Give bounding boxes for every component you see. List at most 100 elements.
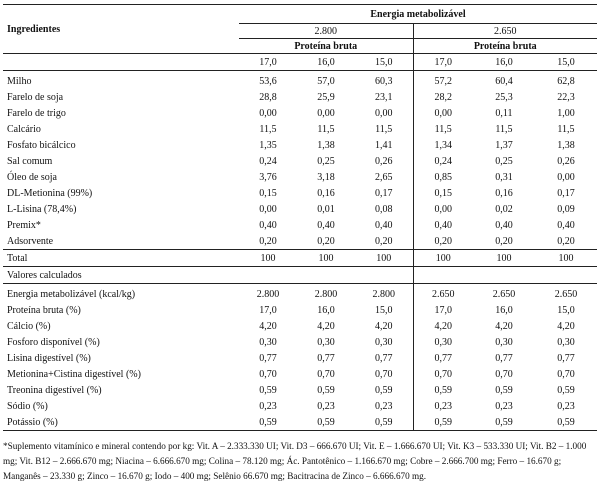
value-cell: 0,00 bbox=[317, 107, 335, 119]
value-cell: 2.650 bbox=[554, 288, 578, 300]
value-cell: 11,5 bbox=[495, 123, 513, 135]
value-cell: 0,00 bbox=[434, 203, 453, 215]
protein-level: 15,0 bbox=[355, 53, 414, 71]
value-cell: 2,65 bbox=[355, 169, 414, 185]
value-cell: 0,00 bbox=[434, 107, 453, 119]
value-cell: 11,5 bbox=[355, 121, 414, 137]
value-cell: 60,4 bbox=[495, 75, 513, 87]
ingredient-row: Milho 53,6 57,0 60,3 57,2 60,4 62,8 bbox=[3, 70, 597, 89]
value-cell: 4,20 bbox=[259, 320, 277, 332]
row-label: L-Lisina (78,4%) bbox=[7, 203, 77, 215]
value-cell: 28,2 bbox=[434, 91, 453, 103]
protein-level: 16,0 bbox=[297, 53, 355, 71]
value-cell: 0,17 bbox=[557, 187, 575, 199]
value-cell: 1,37 bbox=[495, 139, 513, 151]
value-cell: 2.800 bbox=[355, 283, 414, 302]
value-cell: 0,26 bbox=[557, 155, 575, 167]
value-cell: 0,77 bbox=[317, 352, 335, 364]
value-cell: 0,30 bbox=[434, 336, 453, 348]
protein-header-2: Proteína bruta bbox=[413, 38, 597, 54]
value-cell: 100 bbox=[535, 249, 597, 267]
value-cell: 0,77 bbox=[557, 352, 575, 364]
energy-level-1: 2.800 bbox=[239, 23, 414, 39]
value-cell: 11,5 bbox=[317, 123, 335, 135]
row-label: Total bbox=[3, 249, 239, 267]
ingredient-row: Sal comum 0,24 0,25 0,26 0,24 0,25 0,26 bbox=[3, 153, 597, 169]
value-cell: 100 bbox=[297, 249, 355, 267]
value-cell: 62,8 bbox=[557, 75, 575, 87]
value-cell: 0,20 bbox=[355, 233, 414, 250]
row-label: Farelo de soja bbox=[7, 91, 64, 103]
value-cell: 0,00 bbox=[355, 105, 414, 121]
value-cell: 0,77 bbox=[495, 352, 513, 364]
value-cell: 0,59 bbox=[355, 414, 414, 431]
value-cell: 1,38 bbox=[557, 139, 575, 151]
value-cell: 0,08 bbox=[355, 201, 414, 217]
protein-header-1: Proteína bruta bbox=[239, 38, 414, 54]
value-cell: 4,20 bbox=[355, 318, 414, 334]
calculated-row: Energia metabolizável (kcal/kg) 2.800 2.80… bbox=[3, 283, 597, 302]
value-cell: 23,1 bbox=[355, 89, 414, 105]
value-cell: 25,3 bbox=[495, 91, 513, 103]
row-label: Óleo de soja bbox=[7, 171, 57, 183]
row-label: Metionina+Cistina digestível (%) bbox=[7, 368, 141, 380]
value-cell: 60,3 bbox=[355, 70, 414, 89]
value-cell: 0,77 bbox=[355, 350, 414, 366]
ingredient-row: Calcário 11,5 11,5 11,5 11,5 11,5 11,5 bbox=[3, 121, 597, 137]
value-cell: 57,2 bbox=[434, 75, 453, 87]
calculated-row: Treonina digestível (%) 0,59 0,59 0,59 0,59 0… bbox=[3, 382, 597, 398]
ingredient-row: Premix* 0,40 0,40 0,40 0,40 0,40 0,40 bbox=[3, 217, 597, 233]
value-cell: 0,11 bbox=[495, 107, 513, 119]
value-cell: 2.800 bbox=[256, 288, 280, 300]
calculated-row: Lisina digestível (%) 0,77 0,77 0,77 0,77 0,7… bbox=[3, 350, 597, 366]
value-cell: 3,76 bbox=[259, 171, 277, 183]
value-cell: 1,41 bbox=[355, 137, 414, 153]
footnote: *Suplemento vitamínico e mineral contend… bbox=[3, 441, 587, 481]
value-cell: 0,23 bbox=[259, 400, 277, 412]
empty-cell bbox=[473, 266, 535, 284]
value-cell: 57,0 bbox=[317, 75, 335, 87]
value-cell: 0,20 bbox=[495, 235, 513, 247]
value-cell: 100 bbox=[239, 249, 297, 267]
row-label: Calcário bbox=[7, 123, 41, 135]
value-cell: 0,23 bbox=[355, 398, 414, 414]
value-cell: 0,85 bbox=[434, 171, 453, 183]
ingredient-row: Adsorvente 0,20 0,20 0,20 0,20 0,20 0,20 bbox=[3, 233, 597, 250]
value-cell: 0,40 bbox=[557, 219, 575, 231]
value-cell: 0,00 bbox=[259, 107, 277, 119]
row-label: Energia metabolizável (kcal/kg) bbox=[7, 288, 136, 300]
value-cell: 0,30 bbox=[355, 334, 414, 350]
value-cell: 0,23 bbox=[557, 400, 575, 412]
value-cell: 0,30 bbox=[317, 336, 335, 348]
empty-cell bbox=[355, 266, 414, 284]
row-label: Proteína bruta (%) bbox=[7, 304, 81, 316]
value-cell: 0,26 bbox=[355, 153, 414, 169]
value-cell: 0,20 bbox=[557, 235, 575, 247]
header-row-protein-levels: 17,0 16,0 15,0 17,0 16,0 15,0 bbox=[3, 53, 597, 71]
value-cell: 0,20 bbox=[317, 235, 335, 247]
protein-level: 15,0 bbox=[535, 53, 597, 71]
calculated-row: Potássio (%) 0,59 0,59 0,59 0,59 0,59 0,59 bbox=[3, 414, 597, 431]
value-cell: 0,59 bbox=[473, 414, 535, 431]
value-cell: 0,59 bbox=[413, 414, 473, 431]
value-cell: 0,31 bbox=[495, 171, 513, 183]
value-cell: 0,30 bbox=[259, 336, 277, 348]
row-label: Milho bbox=[7, 75, 32, 87]
value-cell: 53,6 bbox=[259, 75, 277, 87]
row-label: Sódio (%) bbox=[7, 400, 48, 412]
ingredient-row: Óleo de soja 3,76 3,18 2,65 0,85 0,31 0,00 bbox=[3, 169, 597, 185]
value-cell: 0,24 bbox=[259, 155, 277, 167]
value-cell: 0,59 bbox=[495, 384, 513, 396]
protein-level: 16,0 bbox=[473, 53, 535, 71]
header-row-energy: Ingredientes Energia metabolizável bbox=[3, 4, 597, 54]
value-cell: 1,34 bbox=[434, 139, 453, 151]
header-row-protein: Proteína bruta Proteína bruta bbox=[3, 38, 597, 54]
empty-cell bbox=[3, 53, 239, 71]
header-row-energy-levels: 2.800 2.650 bbox=[3, 23, 597, 39]
value-cell: 4,20 bbox=[317, 320, 335, 332]
value-cell: 100 bbox=[355, 249, 414, 267]
value-cell: 28,8 bbox=[259, 91, 277, 103]
value-cell: 4,20 bbox=[495, 320, 513, 332]
value-cell: 3,18 bbox=[317, 171, 335, 183]
value-cell: 0,16 bbox=[317, 187, 335, 199]
